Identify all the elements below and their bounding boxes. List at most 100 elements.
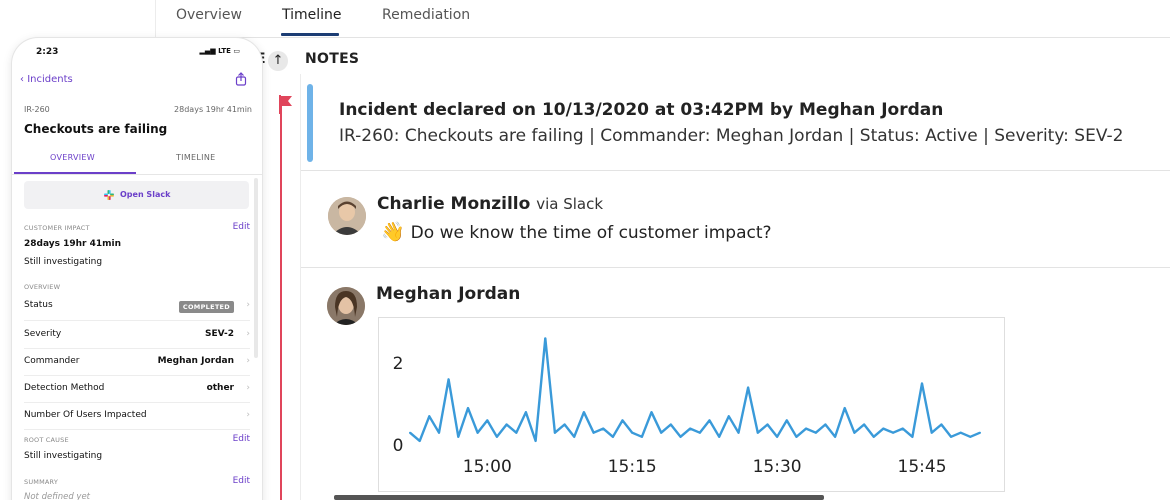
data-point xyxy=(756,431,759,434)
tab-remediation[interactable]: Remediation xyxy=(382,7,471,23)
series-line xyxy=(409,337,981,443)
row-divider xyxy=(24,320,250,321)
data-point xyxy=(409,431,411,434)
edit-customer-impact-button[interactable]: Edit xyxy=(232,222,250,232)
customer-impact-note: Still investigating xyxy=(24,257,103,267)
data-point xyxy=(438,431,440,434)
note-separator xyxy=(301,267,1170,268)
message-body: Do we know the time of customer impact? xyxy=(410,223,772,243)
data-point xyxy=(467,407,469,410)
section-overview: OVERVIEW xyxy=(24,283,61,291)
summary-text: Not defined yet xyxy=(24,492,91,500)
tab-timeline[interactable]: Timeline xyxy=(282,7,342,23)
data-point xyxy=(911,435,914,438)
row-commander-value: Meghan Jordan xyxy=(157,356,234,366)
data-point xyxy=(534,439,537,442)
signal-icon: ▂▄▆ xyxy=(199,47,216,55)
data-point xyxy=(524,411,527,414)
active-tab-indicator xyxy=(14,172,136,174)
data-point xyxy=(679,435,682,438)
data-point xyxy=(544,337,547,340)
notes-header: NOTES xyxy=(305,51,360,67)
back-button[interactable]: ‹ Incidents xyxy=(20,74,73,85)
note-separator xyxy=(301,170,1170,171)
data-point xyxy=(959,431,962,434)
data-point xyxy=(863,423,866,426)
data-point xyxy=(515,431,518,434)
data-point xyxy=(950,435,952,438)
tab-overview-mobile[interactable]: OVERVIEW xyxy=(50,153,96,162)
data-point xyxy=(505,423,508,426)
mobile-scrollbar[interactable] xyxy=(254,178,258,358)
data-point xyxy=(418,439,421,442)
declared-subtitle: IR-260: Checkouts are failing | Commande… xyxy=(339,126,1124,146)
row-status-label[interactable]: Status xyxy=(24,300,53,310)
data-point xyxy=(573,435,576,438)
row-users-impacted-label[interactable]: Number Of Users Impacted xyxy=(24,410,147,420)
data-point xyxy=(553,431,556,434)
row-detection-label[interactable]: Detection Method xyxy=(24,383,105,393)
data-point xyxy=(621,419,624,422)
row-severity-value: SEV-2 xyxy=(205,329,234,339)
declared-accent-bar xyxy=(307,84,313,162)
row-severity-label[interactable]: Severity xyxy=(24,329,62,339)
row-commander-label[interactable]: Commander xyxy=(24,356,80,366)
horizontal-scrollbar[interactable] xyxy=(334,495,824,500)
data-point xyxy=(853,431,856,434)
edit-summary-button[interactable]: Edit xyxy=(232,476,250,486)
edit-root-cause-button[interactable]: Edit xyxy=(232,434,250,444)
open-slack-button[interactable] xyxy=(24,181,249,209)
data-point xyxy=(650,411,653,414)
share-icon[interactable] xyxy=(234,72,248,86)
data-point xyxy=(805,427,808,430)
row-divider xyxy=(24,348,250,349)
data-point xyxy=(921,382,923,385)
chevron-right-icon: › xyxy=(246,410,250,420)
data-point xyxy=(660,431,663,434)
tab-timeline-mobile[interactable]: TIMELINE xyxy=(176,153,216,162)
data-point xyxy=(969,435,972,438)
carrier-label: LTE xyxy=(218,47,231,55)
data-point xyxy=(718,435,721,438)
chevron-left-icon: ‹ xyxy=(20,74,28,85)
avatar[interactable] xyxy=(327,287,365,325)
root-cause-text: Still investigating xyxy=(24,451,103,461)
status-time: 2:23 xyxy=(36,47,59,57)
data-point xyxy=(708,419,711,422)
data-point xyxy=(486,419,489,422)
status-badge: COMPLETED xyxy=(178,301,234,313)
data-point xyxy=(814,431,817,434)
tab-overview[interactable]: Overview xyxy=(176,7,242,23)
data-point xyxy=(785,419,788,422)
data-point xyxy=(631,431,634,434)
data-point xyxy=(843,407,846,410)
customer-impact-duration: 28days 19hr 41min xyxy=(24,239,122,249)
data-point xyxy=(447,378,450,381)
data-point xyxy=(901,427,904,430)
row-divider xyxy=(24,375,250,376)
data-point xyxy=(476,431,479,434)
x-tick-label: 15:30 xyxy=(753,457,802,477)
data-point xyxy=(563,423,566,426)
top-tab-bar xyxy=(155,0,1170,38)
elapsed-time: 28days 19hr 41min xyxy=(174,105,252,114)
data-point xyxy=(582,411,585,414)
message-source: via Slack xyxy=(536,195,604,213)
data-point xyxy=(602,427,605,430)
back-label: Incidents xyxy=(27,74,73,85)
message-author: Meghan Jordan xyxy=(376,284,521,304)
declared-title: Incident declared on 10/13/2020 at 03:42… xyxy=(339,100,944,120)
data-point xyxy=(640,435,643,438)
data-point xyxy=(979,431,981,434)
incident-declared-card xyxy=(301,76,1170,170)
y-tick-label: 0 xyxy=(393,436,404,456)
avatar[interactable] xyxy=(328,197,366,235)
sort-up-icon[interactable]: ↑ xyxy=(268,51,288,71)
data-point xyxy=(727,415,730,418)
data-point xyxy=(669,423,672,426)
data-point xyxy=(737,431,740,434)
data-point xyxy=(428,415,431,418)
chevron-right-icon: › xyxy=(246,356,250,366)
row-detection-value: other xyxy=(206,383,234,393)
